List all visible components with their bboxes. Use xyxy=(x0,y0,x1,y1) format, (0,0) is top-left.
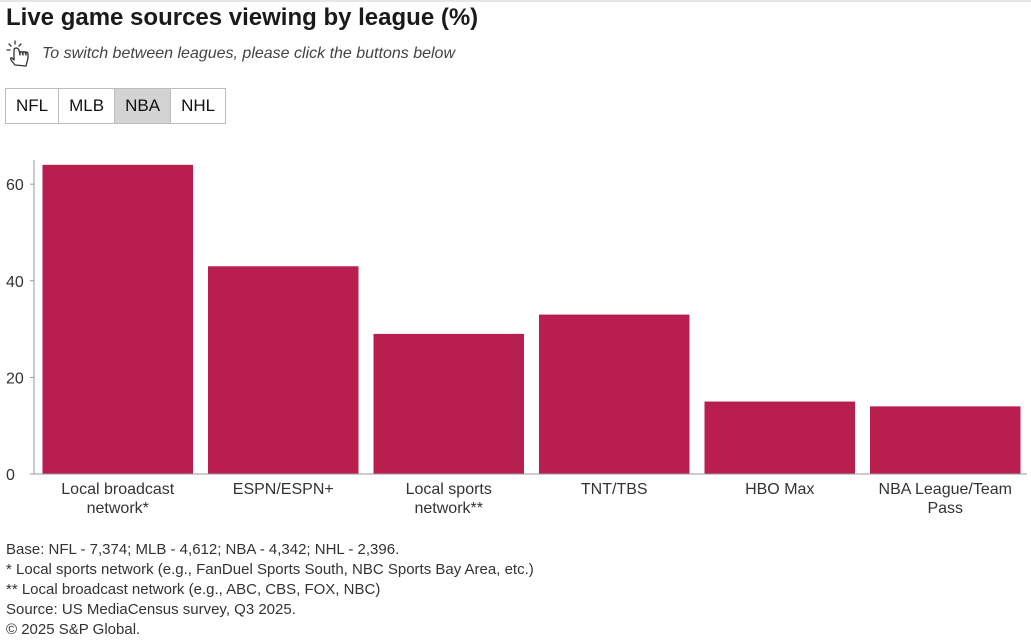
instruction-row: To switch between leagues, please click … xyxy=(6,40,455,68)
y-tick-label: 20 xyxy=(6,370,24,387)
copyright-note: © 2025 S&P Global. xyxy=(6,621,141,638)
footnote-single-star: * Local sports network (e.g., FanDuel Sp… xyxy=(6,561,534,578)
x-tick-label: NBA League/Team Pass xyxy=(879,481,1012,517)
x-tick-label-line: HBO Max xyxy=(745,481,814,498)
footnote-double-star: ** Local broadcast network (e.g., ABC, C… xyxy=(6,581,381,598)
x-tick-label-line: NBA League/Team xyxy=(879,481,1012,498)
nhl-button[interactable]: NHL xyxy=(171,89,226,123)
chart-notes: Base: NFL - 7,374; MLB - 4,612; NBA - 4,… xyxy=(6,540,534,640)
instruction-text: To switch between leagues, please click … xyxy=(42,45,455,62)
base-note: Base: NFL - 7,374; MLB - 4,612; NBA - 4,… xyxy=(6,541,400,558)
bar xyxy=(704,401,855,474)
league-toggle: NFL MLB NBA NHL xyxy=(5,88,227,124)
x-tick-label-line: network** xyxy=(415,500,483,517)
bar xyxy=(208,266,359,474)
mlb-button[interactable]: MLB xyxy=(59,89,116,123)
y-tick-label: 60 xyxy=(6,177,24,194)
top-divider xyxy=(0,0,1031,2)
pointing-hand-icon xyxy=(6,40,29,67)
x-tick-label-line: TNT/TBS xyxy=(581,481,648,498)
chart-title: Live game sources viewing by league (%) xyxy=(6,4,479,31)
y-tick-label: 40 xyxy=(6,274,24,291)
x-tick-label-line: network* xyxy=(87,500,149,517)
x-tick-label: Local sports network** xyxy=(406,481,492,517)
y-tick-label: 0 xyxy=(6,467,15,484)
nba-button[interactable]: NBA xyxy=(115,89,172,123)
x-tick-label-line: Local sports xyxy=(406,481,492,498)
bar xyxy=(42,164,193,475)
bar xyxy=(870,406,1021,474)
x-tick-label-line: Pass xyxy=(927,500,963,517)
x-tick-label: Local broadcast network* xyxy=(61,481,175,517)
bar xyxy=(373,333,524,474)
x-tick-label: HBO Max xyxy=(745,481,814,498)
nfl-button[interactable]: NFL xyxy=(6,89,60,123)
x-tick-label: ESPN/ESPN+ xyxy=(233,481,334,498)
x-tick-label-line: Local broadcast xyxy=(61,481,175,498)
source-note: Source: US MediaCensus survey, Q3 2025. xyxy=(6,601,296,618)
bar xyxy=(539,314,690,474)
x-tick-label-line: ESPN/ESPN+ xyxy=(233,481,334,498)
x-tick-label: TNT/TBS xyxy=(581,481,648,498)
bar-chart: 0 20 40 60 Local broadcast network* ESPN/ESPN+… xyxy=(6,160,1027,517)
